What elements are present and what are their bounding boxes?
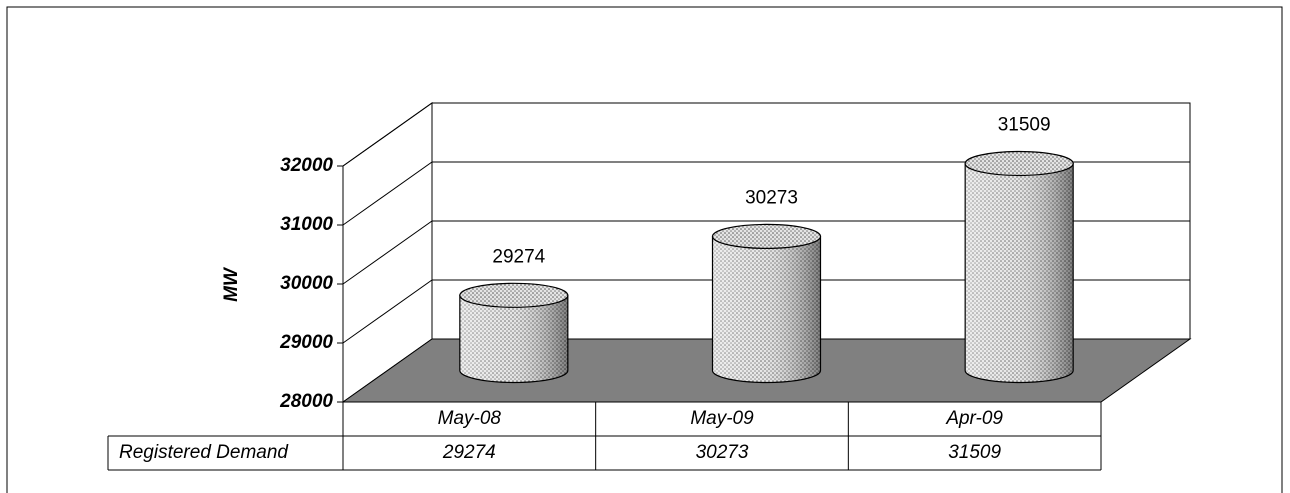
- cylinder: [711, 223, 822, 384]
- x-tick-label: May-09: [690, 408, 754, 429]
- table-grid: [107, 401, 1101, 471]
- table-value: 29274: [442, 442, 496, 463]
- grid-line: [342, 161, 1190, 226]
- grid-line: [342, 279, 1190, 344]
- data-label: 30273: [745, 187, 798, 208]
- y-tick-label: 31000: [280, 214, 333, 235]
- cylinder: [459, 282, 569, 384]
- cylinder-shade: [711, 235, 822, 384]
- cylinder-shade: [459, 294, 569, 384]
- x-tick-label: May-08: [438, 408, 502, 429]
- y-tick-label: 32000: [280, 155, 333, 176]
- legend-label: Registered Demand: [119, 442, 289, 463]
- cylinder-shade: [964, 162, 1074, 384]
- y-tick-label: 28000: [279, 391, 333, 412]
- table-value: 31509: [948, 442, 1001, 463]
- grid-line: [342, 102, 1190, 167]
- y-tick-label: 30000: [280, 273, 333, 294]
- y-axis-label: MW: [221, 266, 242, 302]
- x-tick-label: Apr-09: [945, 408, 1003, 429]
- y-tick-label: 29000: [279, 332, 333, 353]
- cylinder-top: [459, 282, 569, 308]
- grid-line: [342, 220, 1190, 285]
- table-value: 30273: [696, 442, 749, 463]
- cylinder: [964, 150, 1074, 384]
- cylinder-top: [711, 223, 822, 249]
- cylinder-top: [964, 150, 1074, 177]
- data-label: 31509: [998, 114, 1051, 135]
- data-label: 29274: [492, 246, 545, 267]
